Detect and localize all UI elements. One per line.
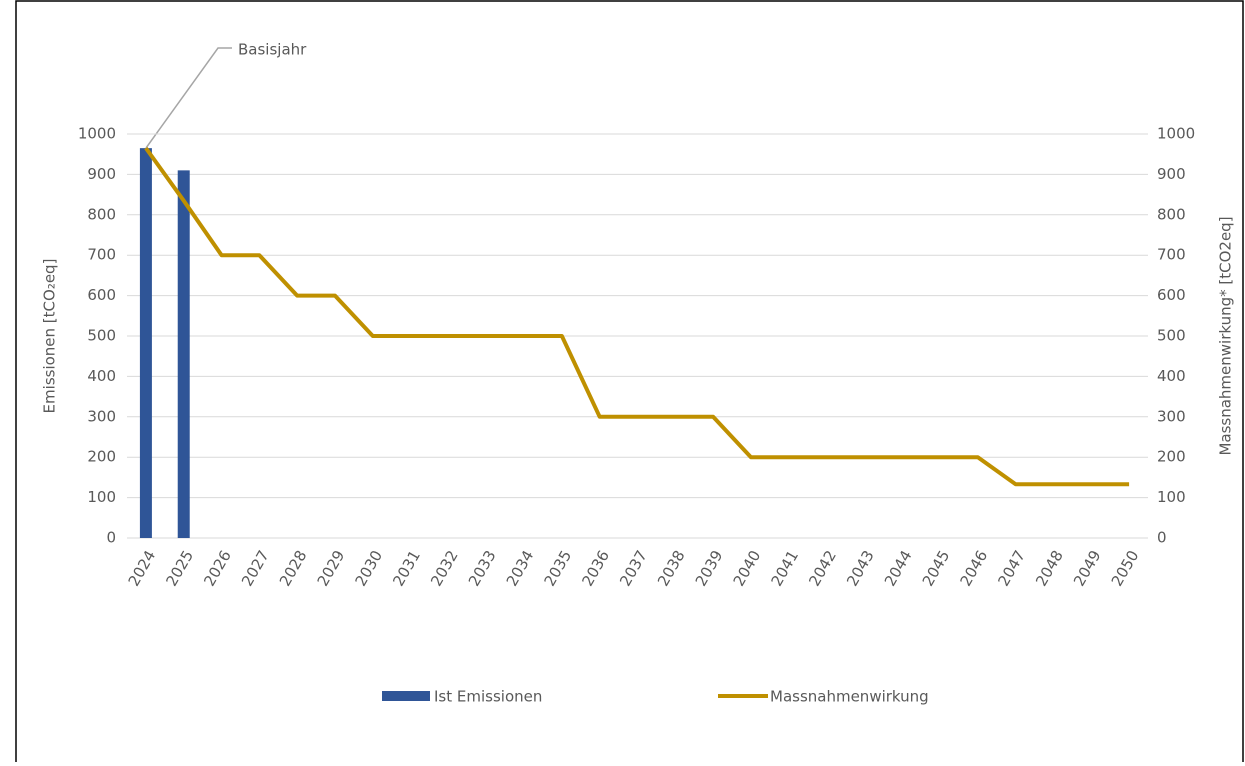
y-tick-label: 500 (87, 327, 116, 345)
line (144, 146, 1130, 487)
legend-label: Massnahmenwirkung (770, 688, 929, 706)
chart-border (15, 0, 1244, 766)
bar (177, 170, 190, 539)
legend-swatch (382, 691, 430, 701)
y2-tick-label: 400 (1157, 367, 1186, 385)
y-tick-label: 200 (87, 448, 116, 466)
y2-tick-label: 300 (1157, 407, 1186, 425)
y2-axis-label: Massnahmenwirkung* [tCO2eq] (1217, 216, 1235, 455)
y2-tick-label: 1000 (1157, 125, 1195, 143)
annotation: Basisjahr (238, 41, 307, 59)
y2-tick-label: 100 (1157, 488, 1186, 506)
y-tick-label: 300 (87, 407, 116, 425)
y2-tick-label: 0 (1157, 529, 1167, 547)
y2-tick-label: 900 (1157, 165, 1186, 183)
y2-tick-label: 800 (1157, 205, 1186, 223)
y2-tick-label: 200 (1157, 448, 1186, 466)
y-tick-label: 0 (106, 529, 116, 547)
legend-label: Ist Emissionen (434, 688, 542, 706)
y2-tick-label: 700 (1157, 246, 1186, 264)
y-tick-label: 700 (87, 246, 116, 264)
y-axis-label: Emissionen [tCO₂eq] (41, 259, 59, 414)
y-tick-label: 900 (87, 165, 116, 183)
y2-tick-label: 500 (1157, 327, 1186, 345)
y-tick-label: 800 (87, 205, 116, 223)
bar (139, 148, 152, 538)
y-tick-label: 400 (87, 367, 116, 385)
y-tick-label: 100 (87, 488, 116, 506)
y2-tick-label: 600 (1157, 286, 1186, 304)
annotation-leader (145, 47, 232, 149)
y-tick-label: 1000 (78, 125, 116, 143)
y-tick-label: 600 (87, 286, 116, 304)
